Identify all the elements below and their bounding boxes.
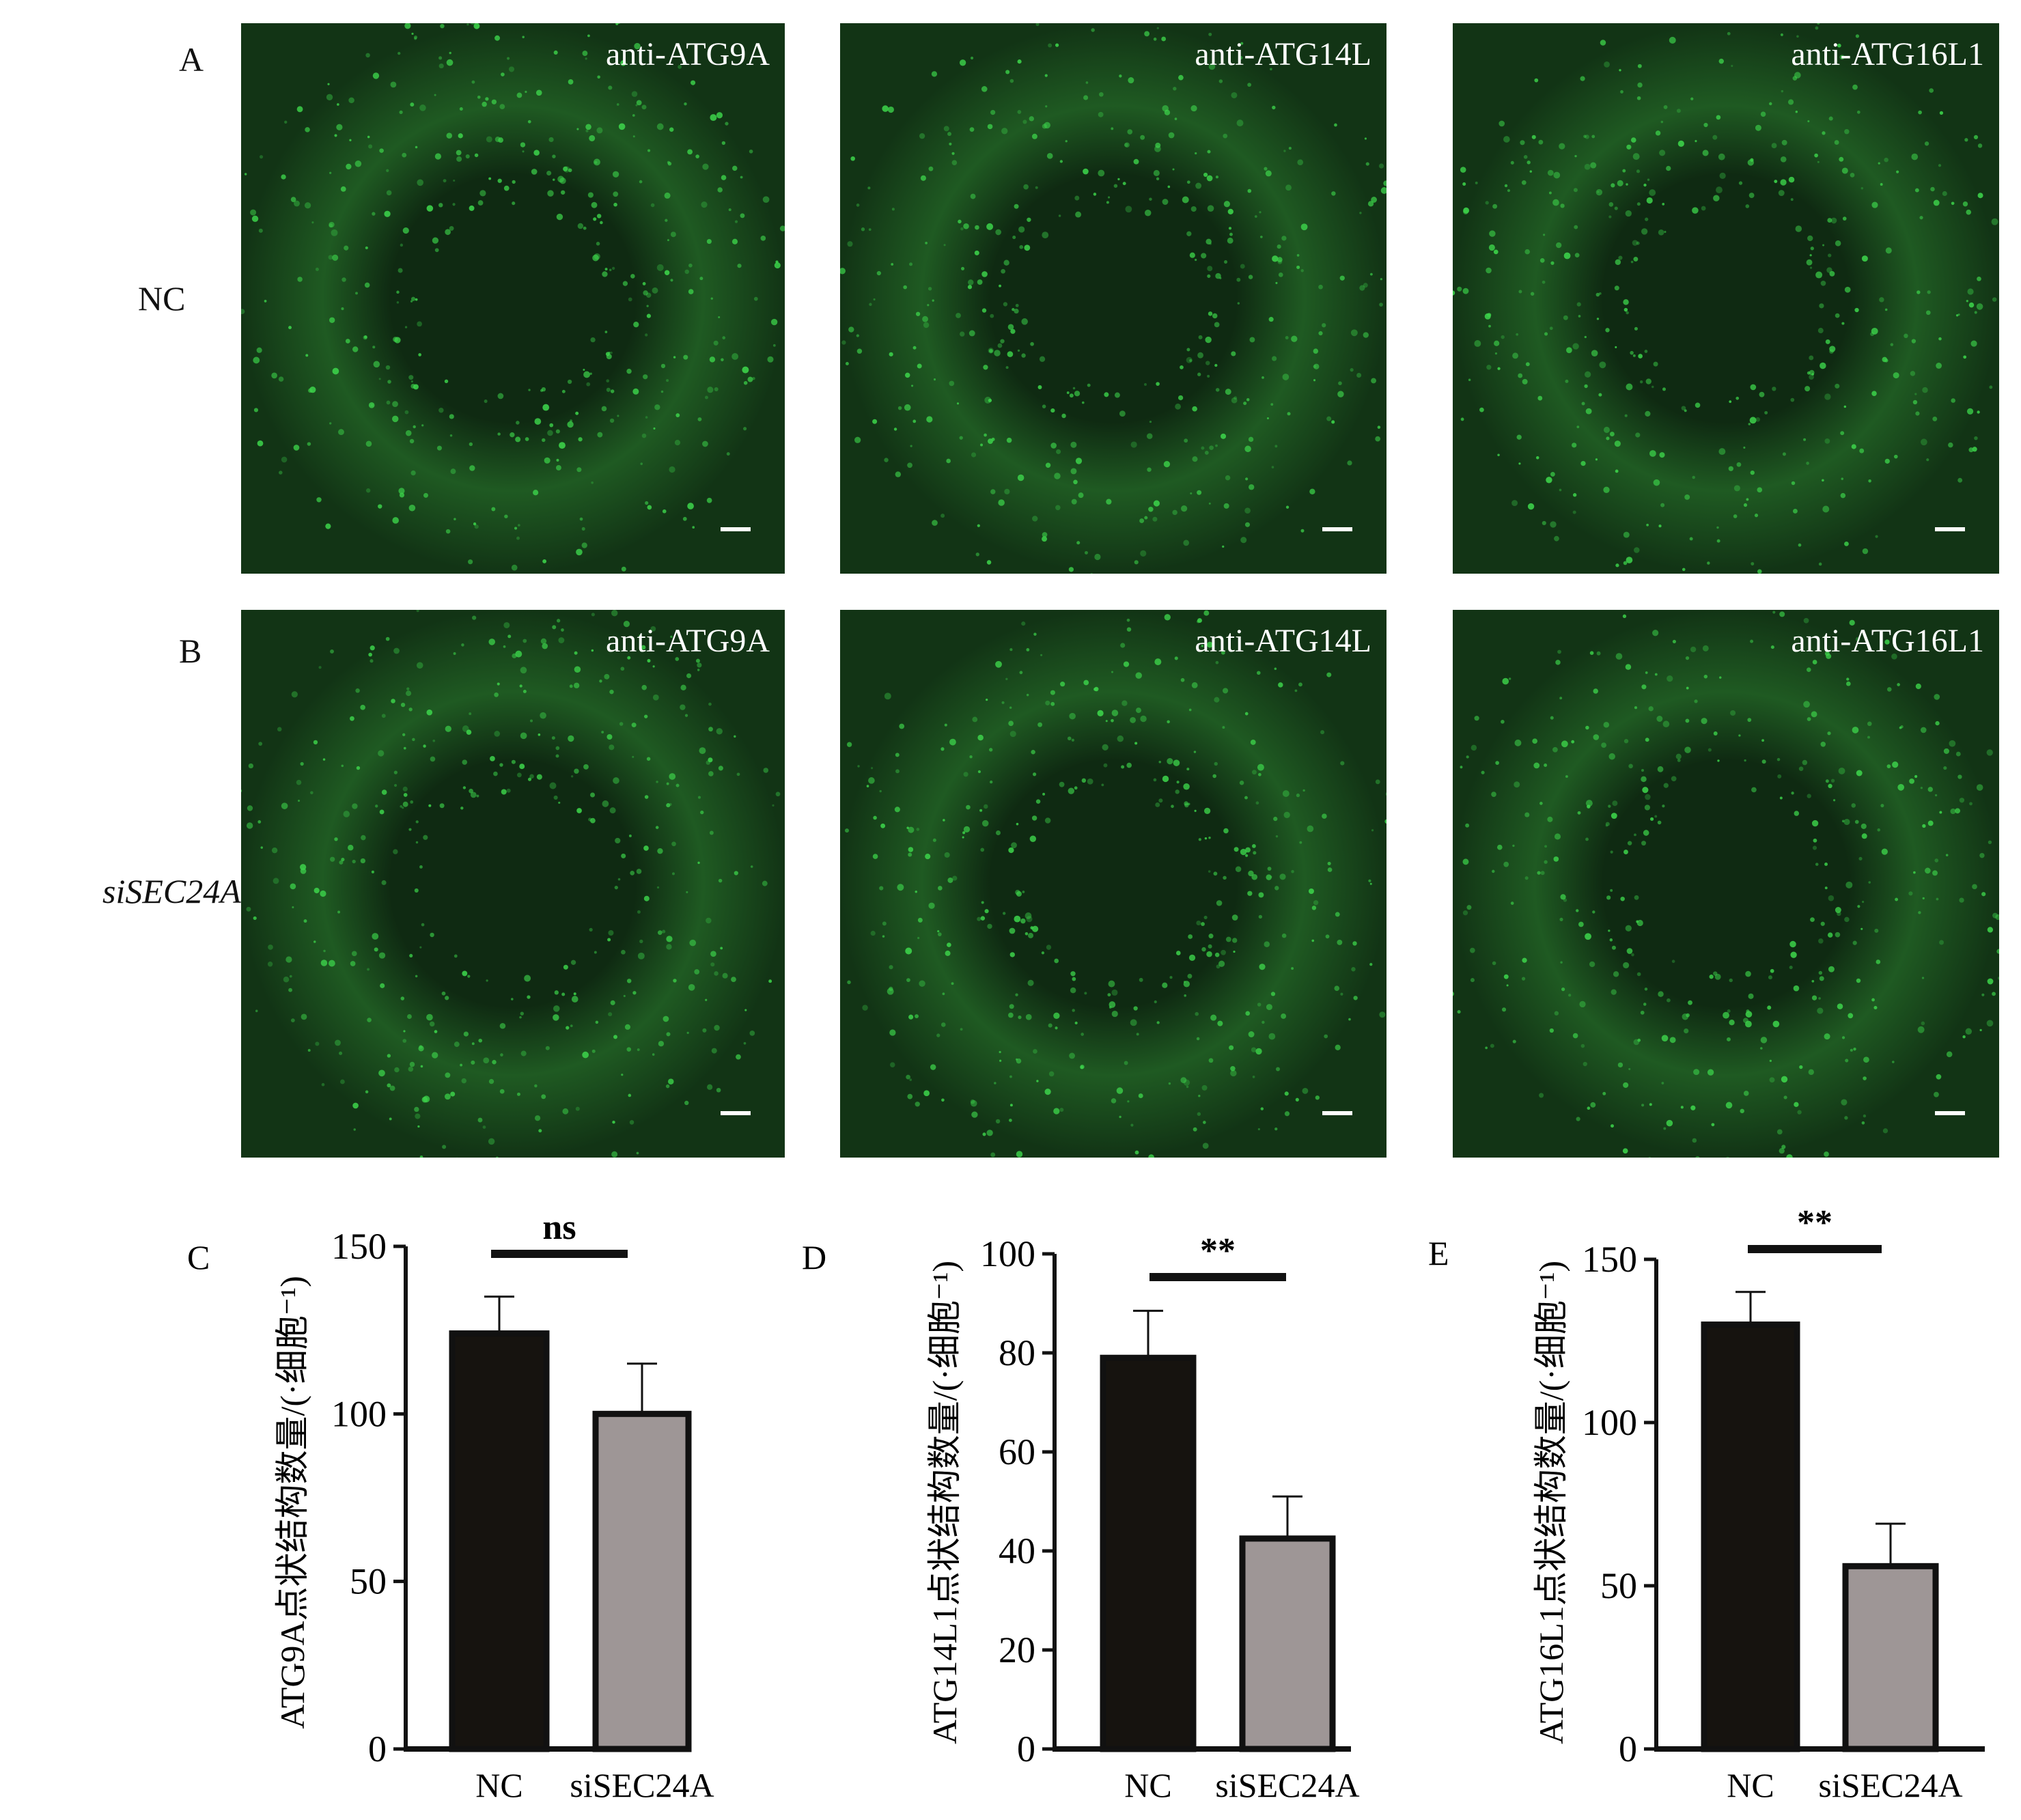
y-tick-label: 50: [1600, 1565, 1637, 1606]
micrograph-a-2: anti-ATG14L: [840, 23, 1386, 574]
y-tick-label: 40: [999, 1530, 1035, 1571]
y-tick-label: 0: [1619, 1728, 1637, 1769]
panel-letter-a: A: [179, 40, 204, 79]
significance-label: **: [1797, 1203, 1832, 1242]
y-tick-label: 150: [1582, 1239, 1637, 1280]
antibody-label: anti-ATG16L1: [1791, 623, 1984, 659]
row-label-sisec24a: siSEC24A: [102, 872, 241, 910]
y-tick-label: 20: [999, 1629, 1035, 1670]
antibody-label: anti-ATG14L: [1195, 36, 1371, 72]
micrograph-a-3: anti-ATG16L1: [1453, 23, 1999, 574]
significance-label: **: [1200, 1231, 1236, 1270]
y-tick-label: 50: [350, 1561, 387, 1602]
y-axis-label: ATG16L1点状结构数量/(·细胞⁻¹): [1532, 1261, 1570, 1744]
scale-bar: [721, 1111, 751, 1115]
scale-bar: [1322, 527, 1352, 531]
scale-bar: [1322, 1111, 1352, 1115]
scale-bar: [721, 527, 751, 531]
panel-letter: E: [1428, 1234, 1449, 1272]
x-tick-label: NC: [1124, 1766, 1171, 1804]
antibody-label: anti-ATG14L: [1195, 623, 1371, 659]
bar-nc: [1100, 1354, 1197, 1752]
y-tick-label: 150: [331, 1226, 387, 1267]
bar-nc: [449, 1330, 550, 1752]
antibody-label: anti-ATG9A: [606, 623, 770, 659]
micrograph-b-3: anti-ATG16L1: [1453, 610, 1999, 1158]
bar-nc: [1701, 1321, 1800, 1752]
row-label-nc: NC: [138, 279, 186, 318]
micrograph-a-1: anti-ATG9A: [241, 23, 785, 574]
micrograph-b-2: anti-ATG14L: [840, 610, 1386, 1158]
antibody-label: anti-ATG16L1: [1791, 36, 1984, 72]
y-tick-label: 60: [999, 1431, 1035, 1472]
x-tick-label: siSEC24A: [570, 1766, 714, 1804]
y-axis-label: ATG14L1点状结构数量/(·细胞⁻¹): [925, 1261, 964, 1744]
antibody-label: anti-ATG9A: [606, 36, 770, 72]
y-tick-label: 0: [368, 1728, 387, 1769]
y-tick-label: 0: [1017, 1728, 1035, 1769]
x-tick-label: NC: [1727, 1766, 1774, 1804]
bar-sisec24a: [592, 1410, 692, 1752]
y-tick-label: 100: [331, 1393, 387, 1434]
micrograph-b-1: anti-ATG9A: [241, 610, 785, 1158]
x-tick-label: NC: [475, 1766, 522, 1804]
bar-sisec24a: [1239, 1535, 1336, 1752]
y-tick-label: 100: [980, 1233, 1035, 1274]
scale-bar: [1935, 1111, 1965, 1115]
y-tick-label: 80: [999, 1332, 1035, 1373]
x-tick-label: siSEC24A: [1818, 1766, 1962, 1804]
panel-letter-b: B: [179, 632, 202, 670]
panel-letter: C: [187, 1238, 210, 1276]
scale-bar: [1935, 527, 1965, 531]
significance-label: ns: [542, 1208, 576, 1247]
x-tick-label: siSEC24A: [1215, 1766, 1359, 1804]
bar-sisec24a: [1842, 1563, 1939, 1752]
y-axis-label: ATG9A点状结构数量/(·细胞⁻¹): [273, 1276, 311, 1729]
y-tick-label: 100: [1582, 1402, 1637, 1443]
panel-letter: D: [802, 1238, 826, 1276]
